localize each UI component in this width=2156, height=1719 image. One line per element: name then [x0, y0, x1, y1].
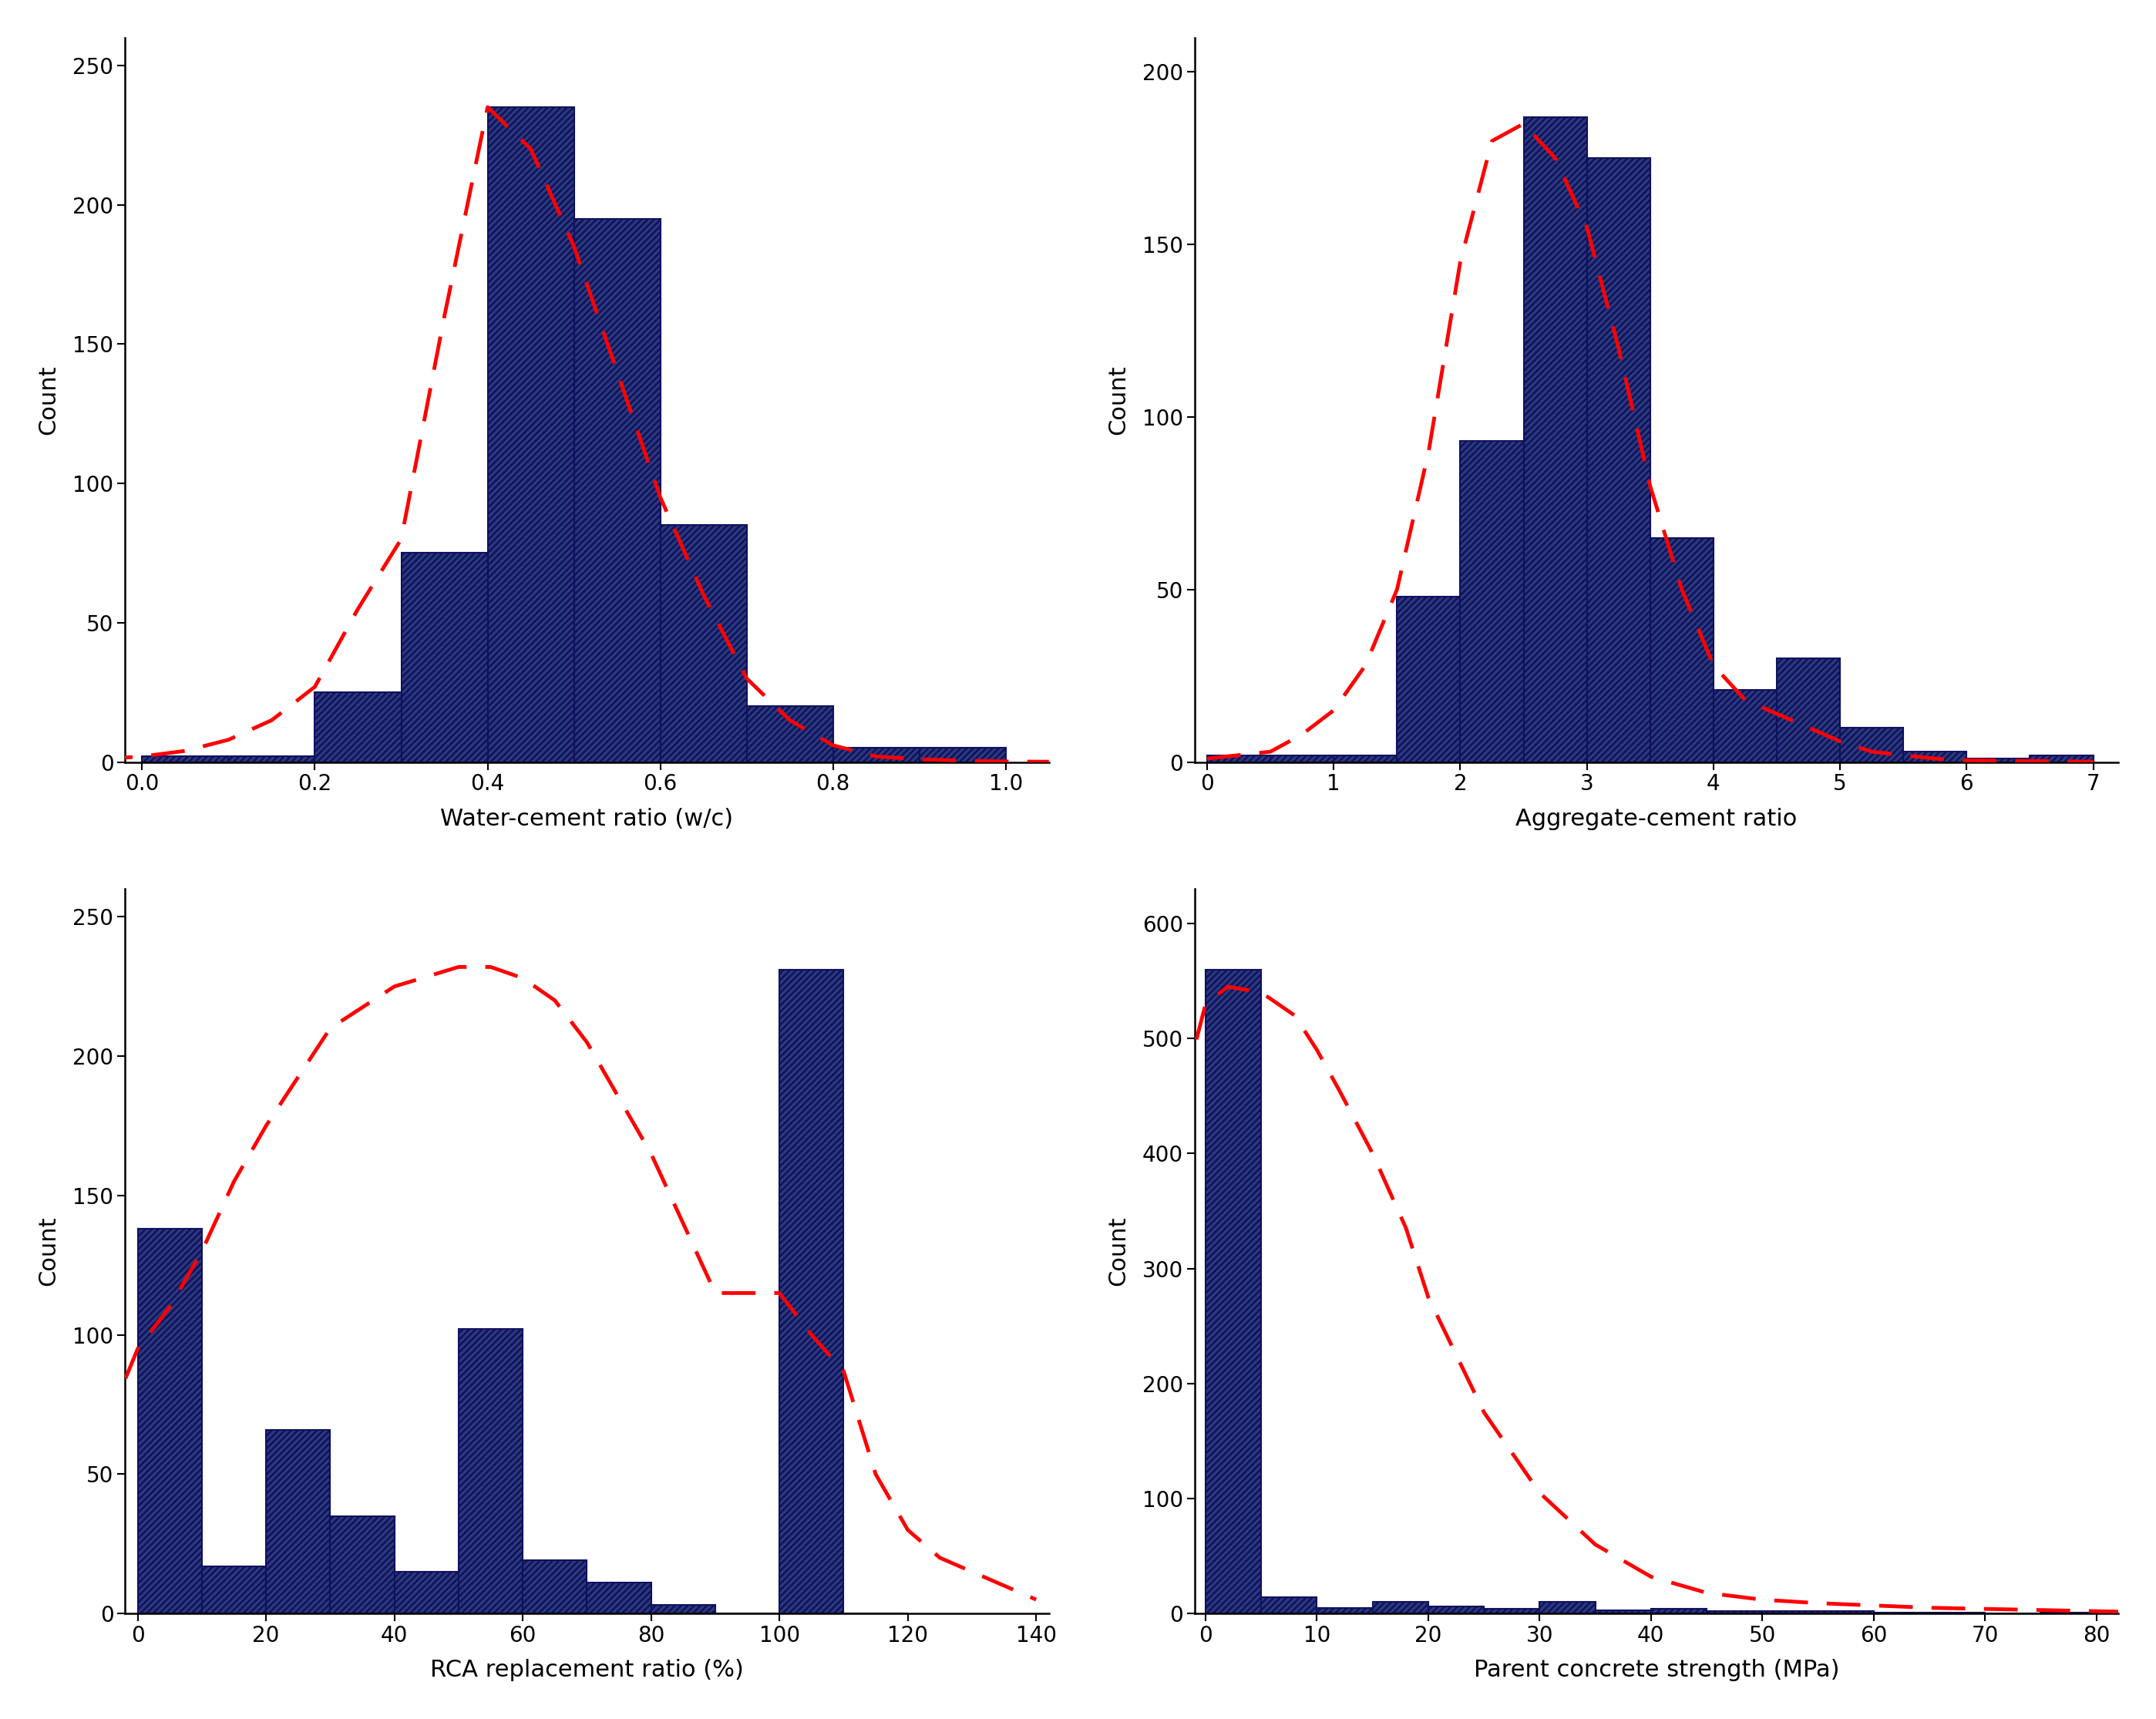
- Bar: [651, 1606, 716, 1614]
- Bar: [573, 218, 660, 762]
- Bar: [1427, 1607, 1483, 1614]
- Bar: [1595, 1611, 1651, 1614]
- Bar: [1761, 1611, 1818, 1614]
- Y-axis label: Count: Count: [1106, 364, 1130, 435]
- Bar: [487, 107, 573, 762]
- Bar: [1317, 1607, 1373, 1614]
- Bar: [203, 1566, 265, 1614]
- Bar: [832, 748, 918, 762]
- Bar: [1708, 1611, 1761, 1614]
- Bar: [1483, 1609, 1539, 1614]
- Bar: [229, 756, 315, 762]
- X-axis label: Parent concrete strength (MPa): Parent concrete strength (MPa): [1473, 1659, 1839, 1681]
- Y-axis label: Count: Count: [37, 364, 60, 435]
- Bar: [660, 526, 746, 762]
- Bar: [1335, 755, 1397, 762]
- Bar: [315, 693, 401, 762]
- X-axis label: Water-cement ratio (w/c): Water-cement ratio (w/c): [440, 808, 733, 830]
- Bar: [1205, 970, 1261, 1614]
- Bar: [1966, 758, 2031, 762]
- Bar: [780, 970, 843, 1614]
- Bar: [1524, 117, 1587, 762]
- Bar: [330, 1516, 395, 1614]
- Bar: [1714, 689, 1777, 762]
- Bar: [1539, 1602, 1595, 1614]
- Bar: [401, 554, 487, 762]
- Bar: [2031, 755, 2093, 762]
- Bar: [1261, 1597, 1317, 1614]
- Y-axis label: Count: Count: [1106, 1217, 1130, 1286]
- Bar: [265, 1430, 330, 1614]
- X-axis label: Aggregate-cement ratio: Aggregate-cement ratio: [1516, 808, 1798, 830]
- Bar: [586, 1583, 651, 1614]
- Bar: [1587, 158, 1649, 762]
- Bar: [1818, 1611, 1874, 1614]
- Bar: [522, 1561, 586, 1614]
- Bar: [1460, 442, 1524, 762]
- Bar: [1373, 1602, 1427, 1614]
- Bar: [1904, 751, 1966, 762]
- Bar: [142, 756, 229, 762]
- Bar: [1777, 658, 1839, 762]
- Bar: [1651, 1609, 1708, 1614]
- Bar: [459, 1329, 522, 1614]
- X-axis label: RCA replacement ratio (%): RCA replacement ratio (%): [429, 1659, 744, 1681]
- Bar: [1397, 596, 1460, 762]
- Bar: [918, 748, 1005, 762]
- Y-axis label: Count: Count: [37, 1217, 60, 1286]
- Bar: [1839, 727, 1904, 762]
- Bar: [138, 1229, 203, 1614]
- Bar: [746, 707, 832, 762]
- Bar: [395, 1571, 459, 1614]
- Bar: [1270, 755, 1335, 762]
- Bar: [1649, 538, 1714, 762]
- Bar: [1207, 755, 1270, 762]
